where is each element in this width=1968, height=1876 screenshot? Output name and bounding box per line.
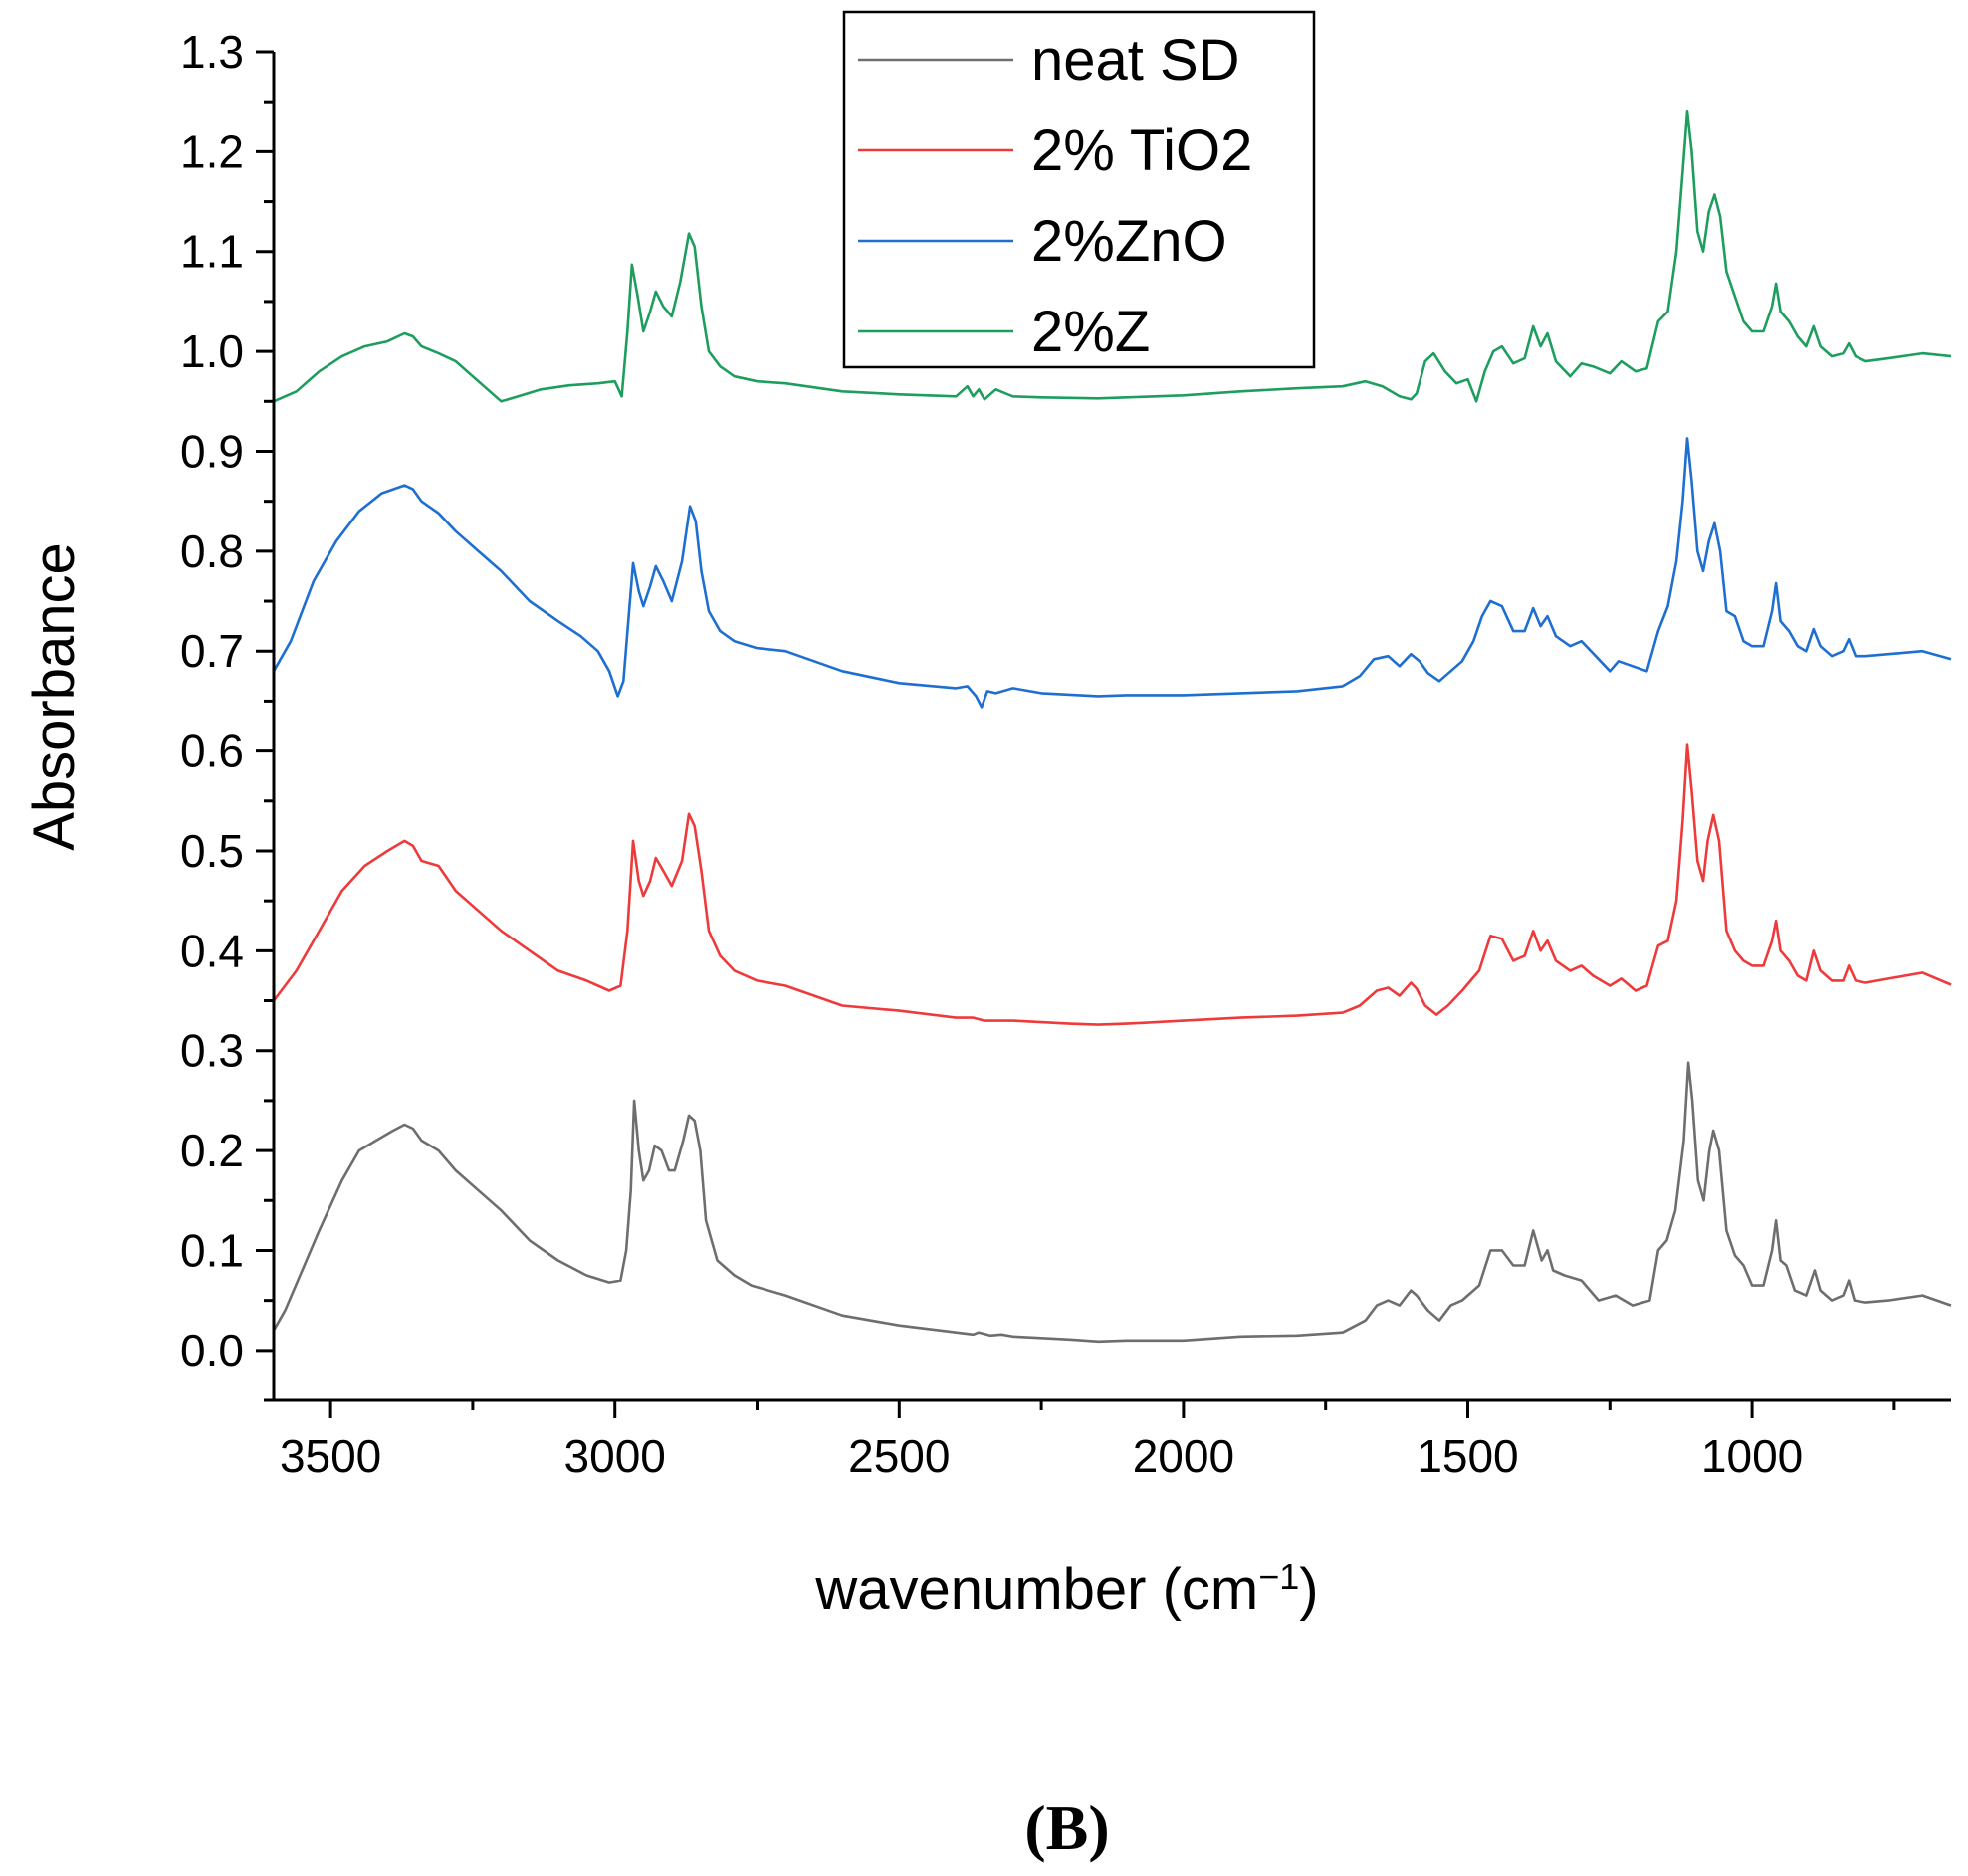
x-axis-title: wavenumber (cm−1): [814, 1557, 1318, 1623]
legend-label-2: 2% TiO2: [1031, 118, 1252, 183]
x-tick-label: 3500: [280, 1430, 381, 1482]
axes: 0.0 0.1 0.2 0.3 0.4 0.5 0.6 0.7 0.8 0.9 1.0 1.1 1.2 1…: [180, 26, 1951, 1482]
y-tick-label: 1.0: [180, 325, 244, 377]
y-tick-label: 0.4: [180, 925, 244, 976]
y-tick-label: 1.3: [180, 26, 244, 78]
y-tick-label: 0.5: [180, 825, 244, 877]
y-tick-label: 0.9: [180, 425, 244, 477]
x-axis-title-main: wavenumber (cm: [814, 1558, 1258, 1622]
x-tick-label: 1000: [1701, 1430, 1803, 1482]
x-tick-label: 2500: [848, 1430, 950, 1482]
y-tick-label: 0.0: [180, 1325, 244, 1376]
y-tick-label: 0.7: [180, 625, 244, 677]
legend-label-4: 2%Z: [1031, 300, 1150, 364]
x-axis-title-close: ): [1299, 1558, 1318, 1622]
legend-box: [842, 10, 1316, 369]
y-tick-label: 1.2: [180, 125, 244, 177]
y-tick-label: 0.1: [180, 1224, 244, 1276]
plot-area: [272, 109, 1952, 1344]
legend-label-3: 2%ZnO: [1031, 209, 1227, 274]
y-tick-label: 0.3: [180, 1025, 244, 1077]
x-axis-title-sup: −1: [1258, 1557, 1299, 1597]
y-axis-title: Absorbance: [22, 542, 87, 851]
series-line-2: [272, 743, 1952, 1026]
x-tick-label: 3000: [564, 1430, 666, 1482]
series-line-3: [272, 437, 1952, 709]
series-line-1: [272, 1061, 1952, 1344]
series-line-4: [273, 109, 1952, 403]
x-tick-label: 1500: [1417, 1430, 1518, 1482]
y-tick-label: 0.6: [180, 726, 244, 777]
y-tick-label: 1.1: [180, 226, 244, 278]
y-tick-label: 0.2: [180, 1125, 244, 1176]
y-tick-label: 0.8: [180, 525, 244, 577]
x-tick-label: 2000: [1133, 1430, 1234, 1482]
legend-label-1: neat SD: [1031, 28, 1240, 93]
panel-label: (B): [1024, 1792, 1109, 1863]
legend: neat SD 2% TiO2 2%ZnO 2%Z: [842, 10, 1316, 369]
